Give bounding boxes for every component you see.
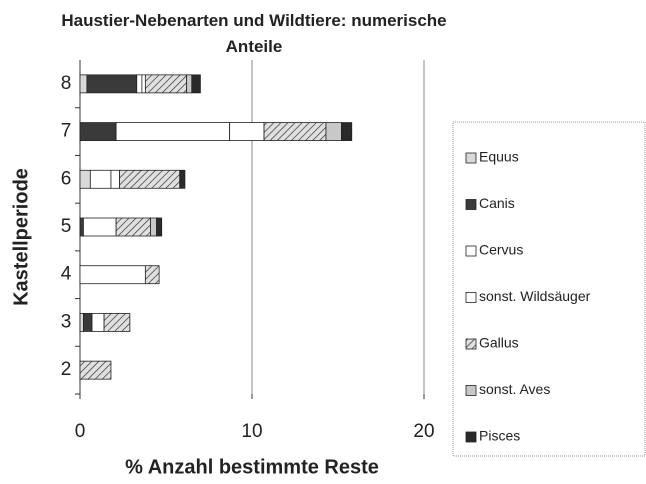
bar-segment (89, 169, 112, 189)
legend-label: Cervus (479, 242, 523, 258)
legend-swatch (465, 152, 477, 164)
bar-segment (179, 169, 186, 189)
bar-segment (79, 265, 146, 285)
y-tick-label: 3 (61, 311, 72, 332)
bar-segment (83, 313, 93, 332)
bar-segment (115, 217, 151, 237)
bar-segment (79, 217, 84, 237)
legend-label: Canis (479, 195, 515, 211)
bar-segment (144, 74, 188, 94)
y-tick-label: 6 (61, 168, 72, 189)
legend-label: sonst. Wildsäuger (479, 288, 591, 304)
bar-segment (79, 169, 91, 189)
bar-segment (83, 217, 117, 237)
bar-segment (119, 169, 181, 189)
legend-label: sonst. Aves (479, 381, 550, 397)
legend-label: Gallus (479, 335, 519, 351)
legend-swatch (465, 385, 477, 396)
bar-segment (86, 74, 138, 94)
bar-segment (156, 217, 163, 237)
bar-segment (91, 313, 105, 332)
y-tick-label: 4 (61, 264, 72, 285)
legend-swatch (465, 338, 477, 350)
y-tick-label: 7 (61, 121, 72, 142)
x-tick-label: 20 (413, 421, 434, 442)
bar-segment (150, 217, 157, 237)
y-axis-label: Kastellperiode (10, 168, 32, 306)
legend-swatch (465, 431, 477, 443)
legend-box (452, 121, 646, 457)
bar-segment (110, 169, 120, 189)
bar-segment (191, 74, 201, 94)
chart-title: Haustier-Nebenarten und Wildtiere: numer… (61, 11, 447, 56)
legend-swatch (465, 245, 477, 257)
bar-segment (229, 122, 265, 141)
legend-swatch (465, 199, 477, 210)
legend-label: Equus (479, 149, 519, 165)
x-axis-label: % Anzahl bestimmte Reste (125, 456, 379, 478)
bar-segment (79, 313, 84, 332)
bar-segment (144, 265, 160, 285)
bar-segment (79, 122, 117, 141)
bar-segment (263, 122, 327, 141)
bar-segment (79, 360, 112, 380)
bar-segment (115, 122, 231, 141)
x-tick-label: 10 (241, 421, 262, 442)
legend-label: Pisces (479, 428, 520, 444)
bar-segment (341, 122, 353, 141)
legend-swatch (465, 292, 477, 303)
y-tick-label: 8 (61, 73, 72, 94)
y-tick-label: 5 (61, 216, 72, 237)
bar-segment (136, 74, 143, 94)
bar-segment (186, 74, 193, 94)
bar-segment (325, 122, 342, 141)
bar-segment (141, 74, 146, 94)
x-tick-label: 0 (75, 421, 86, 442)
y-tick-label: 2 (61, 359, 72, 380)
bar-segment (79, 74, 88, 94)
bar-segment (103, 313, 131, 332)
